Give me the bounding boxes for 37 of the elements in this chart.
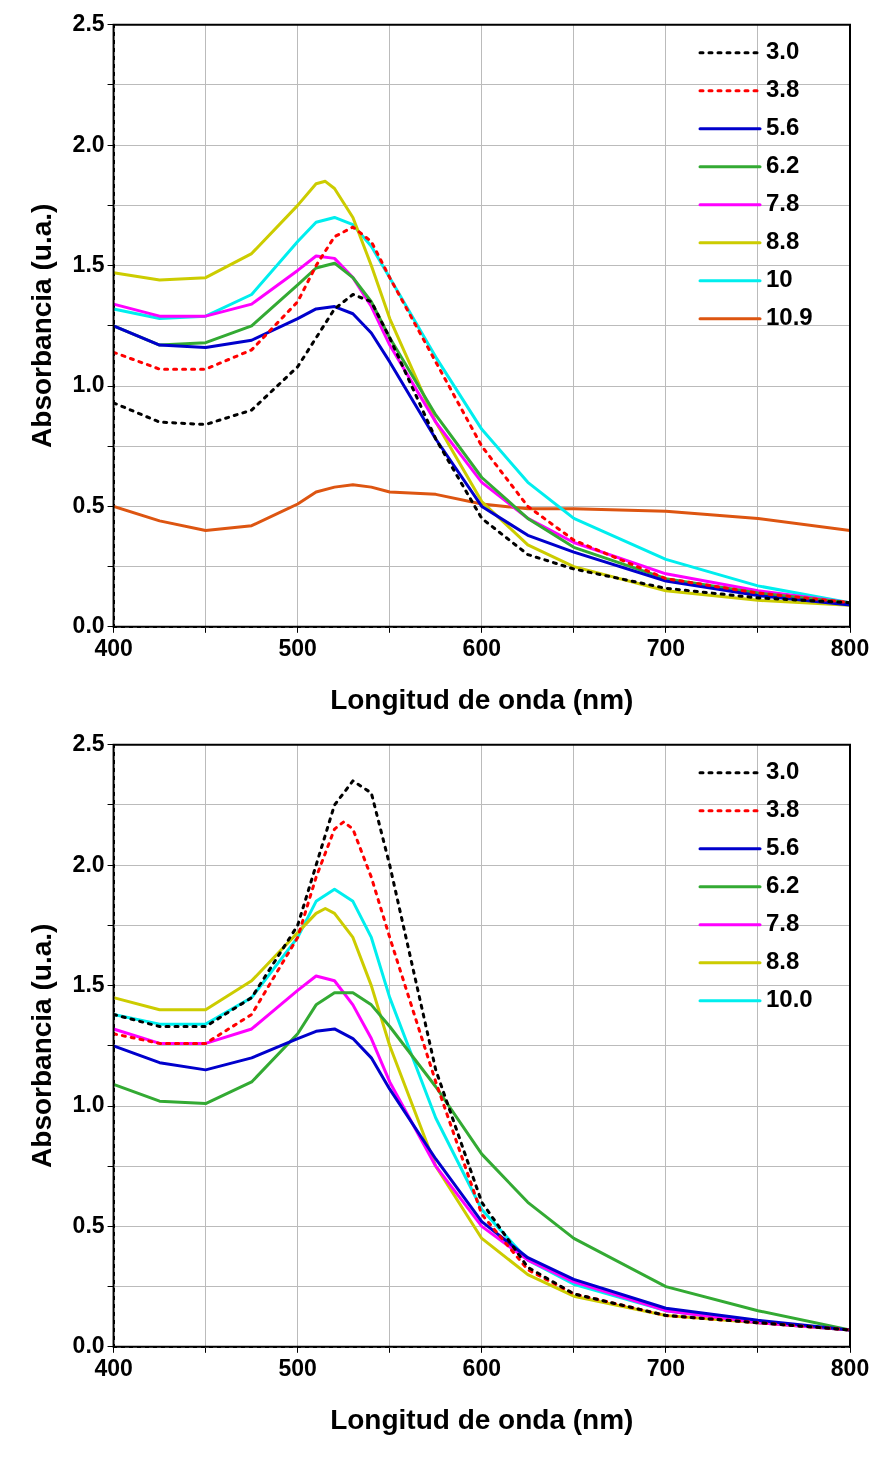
legend-label: 3.0	[766, 757, 800, 785]
y-tick-label: 1.5	[72, 250, 105, 277]
y-tick-label: 2.0	[72, 850, 105, 877]
y-tick-label: 2.5	[72, 730, 105, 757]
x-tick-label: 600	[462, 1354, 501, 1381]
x-tick-label: 700	[646, 634, 686, 661]
x-tick-label: 500	[278, 1354, 317, 1381]
legend-label: 8.8	[766, 227, 800, 255]
y-axis-title: Absorbancia (u.a.)	[25, 203, 57, 448]
y-tick-label: 1.0	[72, 371, 105, 398]
x-axis-title: Longitud de onda (nm)	[330, 683, 634, 715]
legend-label: 6.2	[766, 871, 800, 899]
y-tick-label: 1.5	[72, 970, 105, 997]
legend-label: 3.8	[766, 75, 800, 103]
x-tick-label: 800	[830, 634, 870, 661]
legend-label: 7.8	[766, 189, 800, 217]
y-tick-label: 2.0	[72, 130, 105, 157]
legend-label: 10	[766, 265, 793, 293]
y-tick-label: 2.5	[72, 10, 105, 37]
legend-label: 10.0	[766, 985, 813, 1013]
x-tick-label: 800	[830, 1354, 870, 1381]
y-tick-label: 0.5	[72, 491, 105, 518]
legend-label: 10.9	[766, 303, 813, 331]
x-tick-label: 700	[646, 1354, 686, 1381]
x-tick-label: 500	[278, 634, 317, 661]
legend-label: 3.0	[766, 37, 800, 65]
y-tick-label: 0.5	[72, 1211, 105, 1238]
y-axis-title: Absorbancia (u.a.)	[25, 923, 57, 1168]
legend-label: 3.8	[766, 795, 800, 823]
y-tick-label: 1.0	[72, 1091, 105, 1118]
legend-label: 5.6	[766, 833, 800, 861]
legend-label: 5.6	[766, 113, 800, 141]
x-tick-label: 600	[462, 634, 501, 661]
legend-label: 6.2	[766, 151, 800, 179]
legend-label: 8.8	[766, 947, 800, 975]
legend-label: 7.8	[766, 909, 800, 937]
x-axis-title: Longitud de onda (nm)	[330, 1403, 634, 1435]
